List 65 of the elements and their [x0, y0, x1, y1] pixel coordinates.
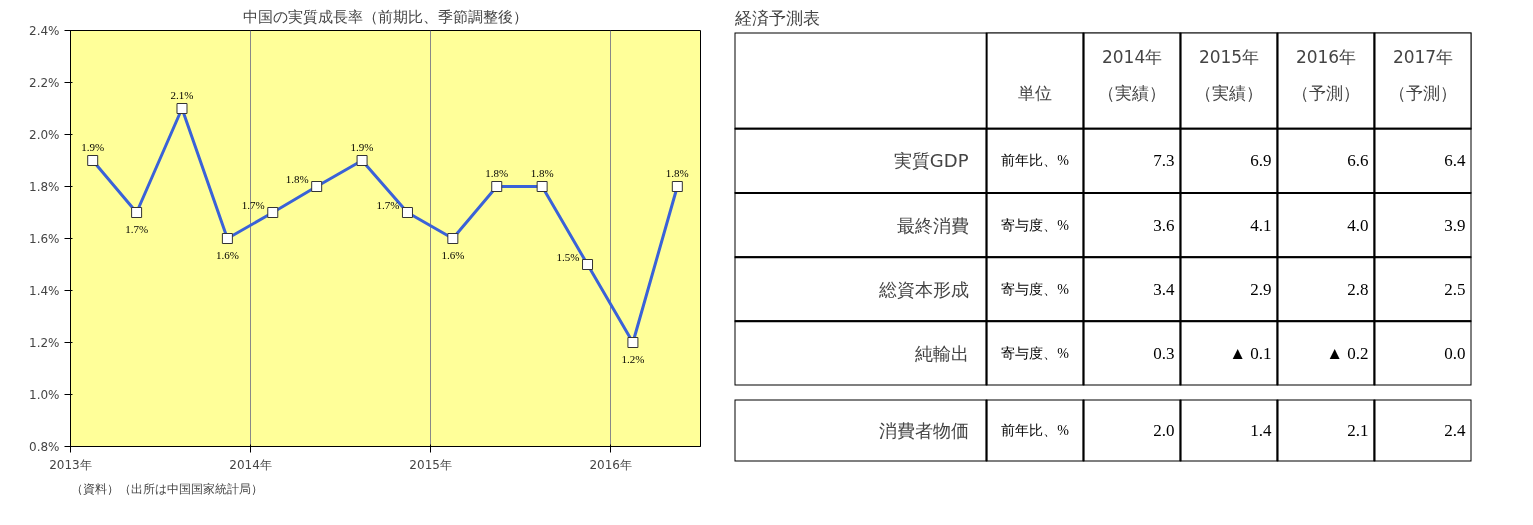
data-label: 1.8%: [285, 172, 309, 185]
text: 経済予測表: [733, 7, 820, 28]
text: 3.6: [1153, 215, 1175, 235]
data-label: 1.2%: [621, 352, 645, 365]
y-tick-label: 実質GDP: [893, 150, 969, 172]
text: ▲ 0.2: [1326, 343, 1369, 363]
chart-title: 中国の実質成長率（前期比、季節調整後）: [243, 7, 528, 26]
text: 寄与度、%: [1001, 345, 1069, 361]
text: 6.9: [1250, 151, 1272, 171]
data-label: 1.7%: [376, 198, 400, 211]
y-tick-label: 1.0%: [29, 387, 60, 402]
data-label: 1.9%: [81, 140, 105, 153]
y-tick-label: 1.4%: [29, 283, 60, 298]
x-tick-label: 2013年: [49, 457, 92, 472]
data-label: 1.6%: [441, 248, 465, 261]
x-tick-label: 2016年: [589, 457, 632, 472]
category-label: 消費者物価: [878, 420, 969, 441]
text: 1.4: [1250, 421, 1272, 440]
text: 寄与度、%: [1001, 281, 1069, 297]
text: 前年比、%: [1001, 153, 1069, 169]
x-tick-label: 単位: [1018, 82, 1053, 103]
y-tick-label: 純輸出: [914, 342, 969, 364]
x-tick-label: 2017年（予測）: [1389, 46, 1458, 103]
text: 2.9: [1250, 279, 1272, 299]
text: 2.1: [1347, 421, 1369, 440]
text: 2.4: [1444, 421, 1466, 440]
data-label: 1.7%: [241, 198, 265, 211]
text: 0.3: [1153, 343, 1175, 363]
y-tick-label: 2.4%: [29, 23, 60, 38]
text: （資料）（出所は中国国家統計局）: [70, 481, 263, 496]
x-tick-label: 2014年: [229, 457, 272, 472]
data-label: 1.9%: [350, 140, 374, 153]
data-label: 1.8%: [485, 166, 509, 179]
data-label: 2.1%: [170, 88, 194, 101]
text: 前年比、%: [1001, 423, 1069, 438]
y-tick-label: 総資本形成: [877, 278, 969, 300]
text: 6.6: [1347, 151, 1369, 171]
y-tick-label: 0.8%: [29, 439, 60, 454]
text: 2.0: [1153, 421, 1175, 440]
data-label: 1.8%: [665, 166, 689, 179]
x-tick-label: 2015年: [409, 457, 452, 472]
y-tick-label: 最終消費: [896, 214, 969, 236]
text: 2.5: [1444, 279, 1466, 299]
text: 4.0: [1347, 215, 1369, 235]
y-tick-label: 1.6%: [29, 231, 60, 246]
x-tick-label: 2015年（実績）: [1195, 46, 1264, 103]
text: 3.9: [1444, 215, 1466, 235]
text: 0.0: [1444, 343, 1466, 363]
y-tick-label: 2.0%: [29, 127, 60, 142]
data-label: 1.5%: [556, 250, 580, 263]
data-label: 1.7%: [125, 222, 149, 235]
text: 3.4: [1153, 279, 1175, 299]
text: 6.4: [1444, 151, 1466, 171]
x-tick-label: 2016年（予測）: [1292, 46, 1361, 103]
y-tick-label: 1.2%: [29, 335, 60, 350]
data-label: 1.6%: [215, 248, 239, 261]
text: 寄与度、%: [1001, 217, 1069, 233]
text: 7.3: [1153, 151, 1175, 171]
data-label: 1.8%: [530, 166, 554, 179]
text: 2.8: [1347, 279, 1369, 299]
y-tick-label: 1.8%: [29, 179, 60, 194]
y-tick-label: 2.2%: [29, 75, 60, 90]
text: 4.1: [1250, 215, 1272, 235]
x-tick-label: 2014年（実績）: [1098, 46, 1167, 103]
text: ▲ 0.1: [1229, 343, 1272, 363]
